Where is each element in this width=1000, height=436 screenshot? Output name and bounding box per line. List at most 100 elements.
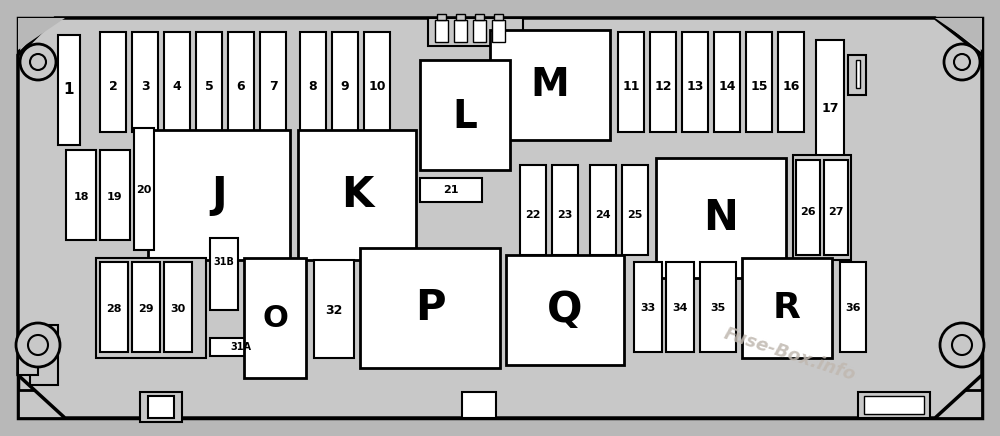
Text: 7: 7 bbox=[269, 81, 277, 93]
Text: K: K bbox=[341, 174, 373, 216]
Bar bbox=[824, 160, 848, 255]
Bar bbox=[746, 32, 772, 132]
Text: 3: 3 bbox=[141, 81, 149, 93]
Text: 26: 26 bbox=[800, 207, 816, 217]
Bar bbox=[506, 255, 624, 365]
Bar bbox=[490, 30, 610, 140]
Text: 5: 5 bbox=[205, 81, 213, 93]
Text: 24: 24 bbox=[595, 210, 611, 220]
Bar bbox=[864, 396, 924, 414]
Bar bbox=[796, 160, 820, 255]
Bar bbox=[840, 262, 866, 352]
Bar bbox=[18, 345, 38, 375]
Text: 35: 35 bbox=[710, 303, 726, 313]
Bar bbox=[228, 32, 254, 132]
Bar bbox=[700, 262, 736, 352]
Circle shape bbox=[940, 323, 984, 367]
Bar bbox=[314, 260, 354, 358]
Bar bbox=[58, 35, 80, 145]
Bar bbox=[793, 155, 851, 260]
Polygon shape bbox=[18, 18, 65, 50]
Circle shape bbox=[16, 323, 60, 367]
Text: L: L bbox=[453, 98, 477, 136]
Text: 25: 25 bbox=[627, 210, 643, 220]
Text: R: R bbox=[773, 291, 801, 325]
Text: 16: 16 bbox=[782, 81, 800, 93]
Bar bbox=[552, 165, 578, 255]
Text: 15: 15 bbox=[750, 81, 768, 93]
Bar bbox=[520, 165, 546, 255]
Circle shape bbox=[28, 335, 48, 355]
Text: 6: 6 bbox=[237, 81, 245, 93]
Text: 29: 29 bbox=[138, 304, 154, 314]
Bar bbox=[148, 130, 290, 260]
Bar bbox=[618, 32, 644, 132]
Text: 31B: 31B bbox=[214, 257, 234, 267]
Bar bbox=[634, 262, 662, 352]
Bar bbox=[164, 32, 190, 132]
Text: 11: 11 bbox=[622, 81, 640, 93]
Text: 23: 23 bbox=[557, 210, 573, 220]
Bar bbox=[682, 32, 708, 132]
Bar bbox=[210, 238, 238, 310]
Text: 14: 14 bbox=[718, 81, 736, 93]
Polygon shape bbox=[18, 18, 982, 418]
Bar bbox=[332, 32, 358, 132]
Bar bbox=[848, 55, 866, 95]
Bar bbox=[420, 178, 482, 202]
Bar bbox=[96, 258, 206, 358]
Text: 28: 28 bbox=[106, 304, 122, 314]
Bar bbox=[656, 158, 786, 278]
Bar bbox=[30, 325, 58, 385]
Text: 31A: 31A bbox=[230, 342, 252, 352]
Bar bbox=[714, 32, 740, 132]
Bar bbox=[590, 165, 616, 255]
Bar bbox=[196, 32, 222, 132]
Text: 32: 32 bbox=[325, 303, 343, 317]
Bar bbox=[420, 60, 510, 170]
Text: 2: 2 bbox=[109, 81, 117, 93]
Bar bbox=[300, 32, 326, 132]
Text: N: N bbox=[704, 197, 738, 239]
Bar bbox=[650, 32, 676, 132]
Text: 20: 20 bbox=[136, 185, 152, 195]
Text: 36: 36 bbox=[845, 303, 861, 313]
Bar bbox=[244, 258, 306, 378]
Bar bbox=[66, 150, 96, 240]
Bar bbox=[492, 20, 505, 42]
Bar bbox=[100, 32, 126, 132]
Text: 4: 4 bbox=[173, 81, 181, 93]
Bar bbox=[364, 32, 390, 132]
Text: 1: 1 bbox=[64, 82, 74, 98]
Bar bbox=[856, 60, 860, 88]
Text: 18: 18 bbox=[73, 192, 89, 202]
Bar bbox=[132, 32, 158, 132]
Bar bbox=[435, 20, 448, 42]
Text: 12: 12 bbox=[654, 81, 672, 93]
Bar bbox=[473, 20, 486, 42]
Text: 33: 33 bbox=[640, 303, 656, 313]
Text: 19: 19 bbox=[107, 192, 123, 202]
Text: 34: 34 bbox=[672, 303, 688, 313]
Bar bbox=[260, 32, 286, 132]
Polygon shape bbox=[935, 18, 982, 50]
Bar bbox=[148, 396, 174, 418]
Text: 9: 9 bbox=[341, 81, 349, 93]
Bar bbox=[100, 262, 128, 352]
Bar bbox=[454, 20, 467, 42]
Text: 27: 27 bbox=[828, 207, 844, 217]
Circle shape bbox=[952, 335, 972, 355]
Bar bbox=[298, 130, 416, 260]
Text: Fuse-Box.info: Fuse-Box.info bbox=[722, 325, 858, 385]
Text: 10: 10 bbox=[368, 81, 386, 93]
Bar bbox=[858, 392, 930, 418]
Bar bbox=[456, 14, 465, 20]
Bar bbox=[622, 165, 648, 255]
Bar bbox=[742, 258, 832, 358]
Text: M: M bbox=[531, 66, 569, 104]
Bar bbox=[475, 14, 484, 20]
Bar bbox=[666, 262, 694, 352]
Text: J: J bbox=[211, 174, 227, 216]
Bar bbox=[428, 18, 523, 46]
Text: 17: 17 bbox=[821, 102, 839, 115]
